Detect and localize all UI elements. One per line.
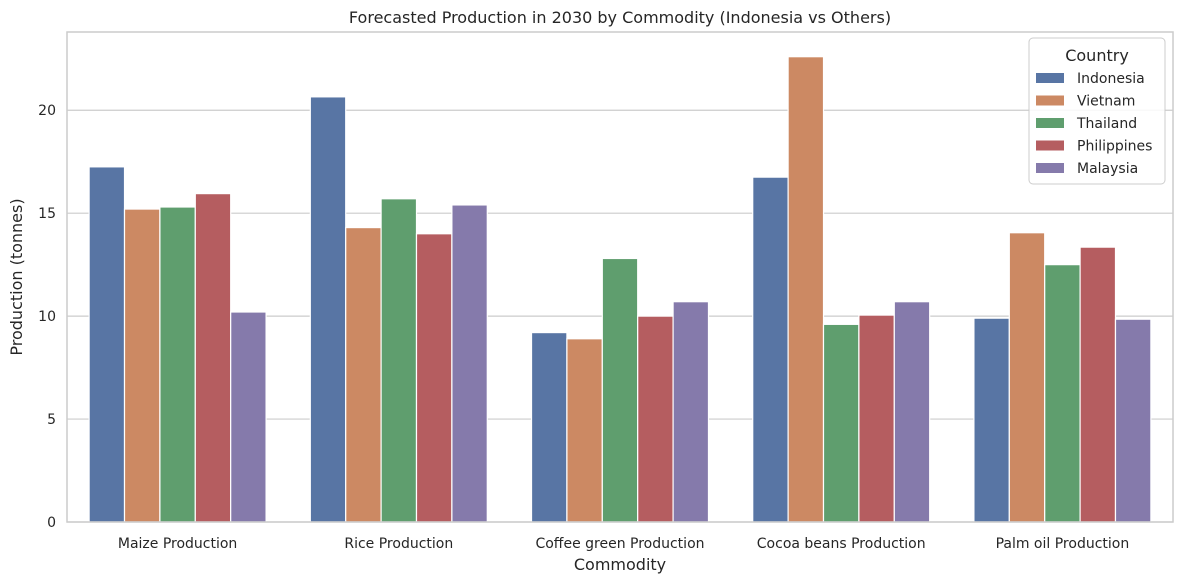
x-tick-label: Maize Production [118,536,237,552]
bar-thailand-3 [822,323,860,523]
bar-philippines-2 [637,315,674,523]
legend-swatch-vietnam [1036,95,1064,106]
bar-malaysia-4 [1114,318,1152,523]
bar-thailand-2 [601,257,639,523]
bar-vietnam-2 [566,338,603,523]
plot-frame [66,31,1174,523]
x-tick-label: Palm oil Production [996,536,1130,552]
bar-malaysia-1 [451,204,488,523]
bar-philippines-1 [415,233,453,523]
x-tick-label: Cocoa beans Production [757,536,926,552]
chart-title: Forecasted Production in 2030 by Commodi… [349,8,891,27]
x-tick-label: Coffee green Production [535,536,704,552]
bar-indonesia-4 [973,317,1010,523]
legend-entry-malaysia: Malaysia [1077,161,1138,177]
legend-swatch-philippines [1036,140,1064,151]
legend-entry-vietnam: Vietnam [1077,94,1135,110]
x-axis-ticks: Maize Production Rice Production Coffee gr… [118,536,1129,552]
y-tick-label: 15 [38,206,56,222]
bar-philippines-4 [1079,246,1117,523]
legend-entry-thailand: Thailand [1076,116,1137,132]
bar-indonesia-2 [530,331,568,523]
bar-indonesia-0 [88,166,126,523]
bar-malaysia-0 [230,311,267,523]
legend: Country Indonesia Vietnam Thailand Philippin… [1028,37,1166,185]
bar-philippines-0 [194,193,232,523]
y-axis-ticks: 0 5 10 15 20 [38,103,56,531]
legend-swatch-malaysia [1036,163,1064,173]
bar-indonesia-3 [752,176,789,523]
y-axis-label: Production (tonnes) [7,198,26,355]
bar-thailand-0 [159,206,196,523]
legend-title: Country [1065,46,1129,65]
bar-vietnam-1 [345,226,382,523]
bar-thailand-4 [1044,264,1081,523]
bar-vietnam-0 [123,208,161,523]
legend-entry-philippines: Philippines [1077,139,1152,155]
bar-vietnam-4 [1008,232,1046,523]
legend-swatch-thailand [1036,118,1064,128]
bar-vietnam-3 [787,56,825,523]
bar-thailand-1 [380,198,418,523]
bar-malaysia-3 [893,301,931,523]
bars [88,56,1152,523]
bar-indonesia-1 [309,96,347,523]
bar-malaysia-2 [672,301,710,523]
y-tick-label: 10 [38,309,56,325]
bar-philippines-3 [858,314,895,523]
x-tick-label: Rice Production [344,536,453,552]
y-tick-label: 20 [38,103,56,119]
legend-entry-indonesia: Indonesia [1077,71,1145,87]
y-tick-label: 0 [47,515,56,531]
plot-border [66,31,1174,523]
y-tick-label: 5 [47,412,56,428]
x-axis-label: Commodity [574,555,666,574]
legend-swatch-indonesia [1036,73,1064,83]
